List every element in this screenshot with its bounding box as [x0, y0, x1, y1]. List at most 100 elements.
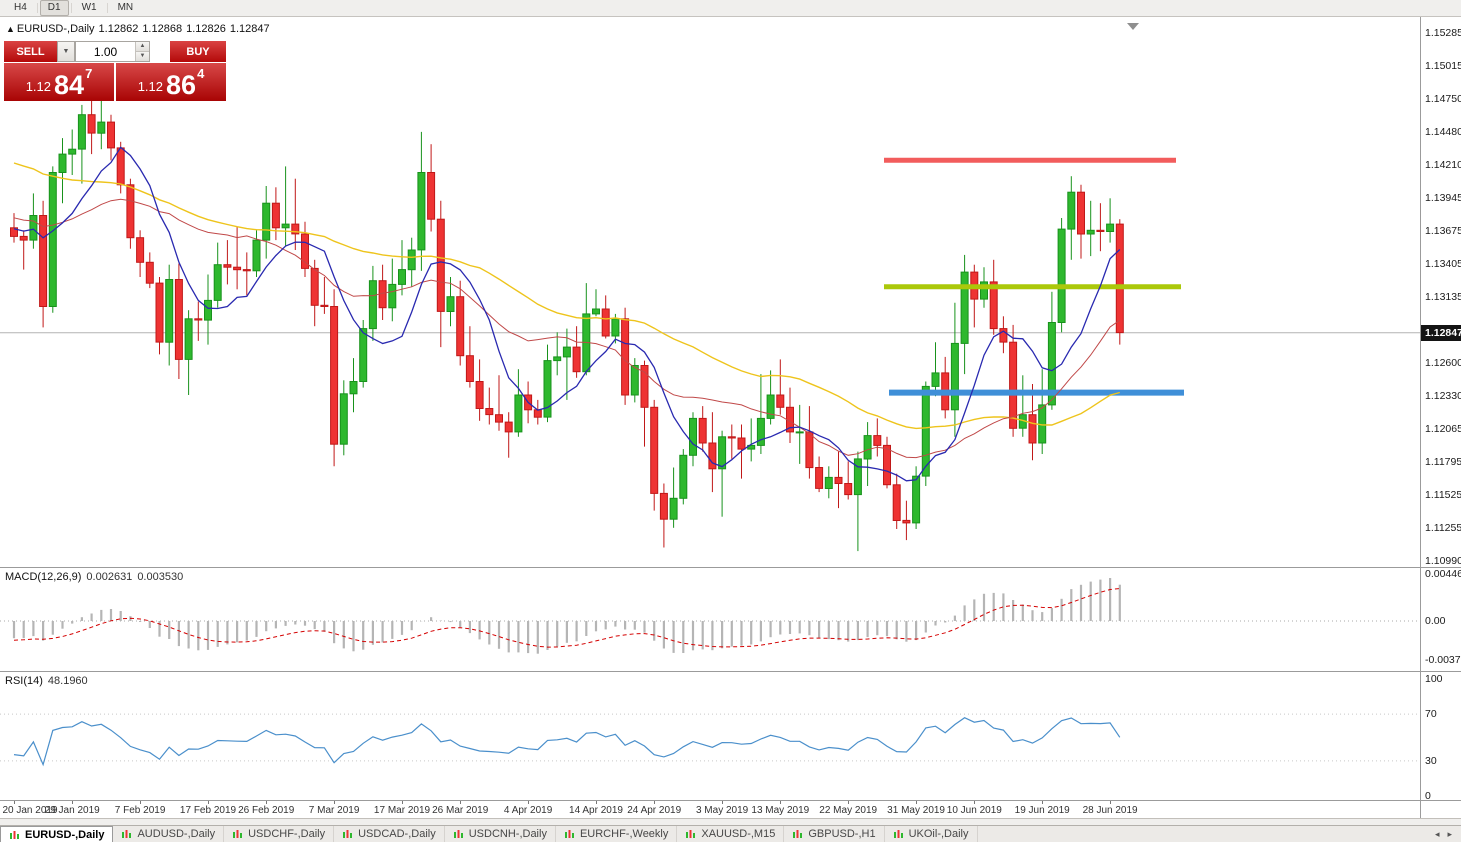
chart-tabs-bar: EURUSD-,Daily AUDUSD-,Daily USDCHF-,Daily U… — [0, 825, 1461, 842]
price-axis-label: 1.11795 — [1425, 456, 1461, 469]
price-axis-label: 1.13405 — [1425, 258, 1461, 271]
date-tick — [528, 801, 530, 804]
chart-tab-label: UKOil-,Daily — [908, 828, 969, 840]
volume-input[interactable] — [76, 42, 135, 61]
volume-decrement-button[interactable]: ▼ — [136, 51, 149, 61]
macd-chart[interactable] — [0, 568, 1420, 671]
chart-icon — [453, 829, 465, 839]
chart-tab-label: GBPUSD-,H1 — [808, 828, 876, 840]
timeframe-toolbar: H4 D1 W1 MN — [0, 0, 1461, 17]
tick-direction-up-icon: ▲ — [6, 24, 15, 34]
date-tick — [140, 801, 142, 804]
date-axis-label: 10 Jun 2019 — [946, 805, 1002, 816]
date-axis-label: 17 Feb 2019 — [179, 805, 237, 816]
timeframe-button-mn[interactable]: MN — [117, 2, 134, 13]
macd-header: MACD(12,26,9) 0.002631 0.003530 — [5, 571, 183, 583]
bar-open-value: 1.12862 — [98, 23, 139, 35]
date-axis-label: 7 Mar 2019 — [308, 805, 360, 816]
macd-signal-value: 0.003530 — [137, 571, 184, 583]
chart-tab-gbpusd-h1[interactable]: GBPUSD-,H1 — [784, 826, 885, 842]
sell-price-tile[interactable]: 1.12 84 7 — [4, 63, 114, 101]
date-tick — [654, 801, 656, 804]
sell-price-pipette: 7 — [85, 66, 93, 81]
bar-close-value: 1.12847 — [229, 23, 270, 35]
rsi-chart[interactable] — [0, 672, 1420, 800]
date-tick — [402, 801, 403, 804]
date-axis-label: 29 Jan 2019 — [44, 805, 100, 816]
macd-pane[interactable]: MACD(12,26,9) 0.002631 0.003530 — [0, 567, 1420, 671]
chart-icon — [792, 829, 804, 839]
price-axis[interactable]: 1.15285 1.15015 1.14750 1.14480 1.14210 1.139… — [1420, 17, 1461, 567]
rsi-pane[interactable]: RSI(14) 48.1960 — [0, 671, 1420, 800]
rsi-axis-label: 70 — [1425, 708, 1437, 721]
rsi-value: 48.1960 — [47, 675, 88, 687]
price-axis-label: 1.11255 — [1425, 522, 1461, 535]
candlestick-chart[interactable] — [0, 17, 1420, 567]
one-click-trading-panel: SELL ▼ ▲ ▼ BUY 1.12847 — [4, 41, 226, 101]
date-tick — [460, 801, 462, 804]
date-tick — [596, 801, 597, 804]
toolbar-separator — [36, 3, 38, 13]
chart-tab-ukoil-daily[interactable]: UKOil-,Daily — [885, 826, 978, 842]
macd-axis-label: -0.003715 — [1425, 654, 1461, 667]
chart-tab-eurchf-weekly[interactable]: EURCHF-,Weekly — [556, 826, 678, 842]
price-axis-label: 1.11525 — [1425, 489, 1461, 502]
sell-price-prefix: 1.12 — [25, 79, 52, 94]
date-tick — [208, 801, 209, 804]
macd-axis: 0.004465 0.00 -0.003715 — [1420, 567, 1461, 671]
price-axis-label: 1.15285 — [1425, 26, 1461, 39]
macd-main-value: 0.002631 — [86, 571, 133, 583]
volume-steppers: ▲ ▼ — [135, 42, 149, 61]
macd-axis-label: 0.00 — [1425, 615, 1446, 627]
buy-price-pipette: 4 — [197, 66, 205, 81]
chart-tab-usdchf-daily[interactable]: USDCHF-,Daily — [224, 826, 335, 842]
date-tick — [974, 801, 976, 804]
macd-axis-label: 0.004465 — [1425, 568, 1461, 580]
axis-corner — [1420, 800, 1461, 818]
chart-tab-label: USDCHF-,Daily — [248, 828, 326, 840]
tabs-scroll-right-button[interactable]: ▸ — [1447, 828, 1452, 839]
bar-low-value: 1.12826 — [186, 23, 226, 35]
tabs-scroll-left-button[interactable]: ◂ — [1434, 828, 1440, 839]
date-tick — [266, 801, 268, 804]
chart-tab-eurusd-daily[interactable]: EURUSD-,Daily — [0, 826, 114, 842]
chart-ohlc-header: ▲ EURUSD-,Daily 1.12862 1.12868 1.12826 1.128… — [6, 23, 274, 35]
date-axis-label: 19 Jun 2019 — [1014, 805, 1070, 816]
date-axis-label: 13 May 2019 — [751, 805, 810, 816]
sell-button[interactable]: SELL — [4, 41, 57, 62]
chart-icon — [685, 829, 697, 839]
date-tick — [780, 801, 782, 804]
volume-dropdown-button[interactable]: ▼ — [57, 41, 75, 62]
price-axis-label: 1.12065 — [1425, 422, 1461, 435]
date-axis-label: 17 Mar 2019 — [373, 805, 431, 816]
chart-tab-usdcad-daily[interactable]: USDCAD-,Daily — [334, 826, 445, 842]
timeframe-button-d1[interactable]: D1 — [39, 0, 69, 16]
date-axis-label: 26 Mar 2019 — [432, 805, 489, 816]
timeframe-button-w1[interactable]: W1 — [81, 2, 97, 13]
buy-price-tile[interactable]: 1.12 86 4 — [116, 63, 226, 101]
horizontal-scrollbar[interactable] — [0, 818, 1461, 825]
date-tick — [1042, 801, 1044, 804]
volume-increment-button[interactable]: ▲ — [136, 42, 149, 51]
price-axis-label: 1.14480 — [1425, 125, 1461, 138]
main-chart-pane[interactable]: ▲ EURUSD-,Daily 1.12862 1.12868 1.12826 1.128… — [0, 17, 1420, 567]
chart-tab-audusd-daily[interactable]: AUDUSD-,Daily — [113, 826, 225, 842]
toolbar-separator — [106, 3, 108, 13]
chart-tab-usdcnh-daily[interactable]: USDCNH-,Daily — [445, 826, 556, 842]
price-axis-label: 1.12330 — [1425, 390, 1461, 403]
price-axis-label: 1.13945 — [1425, 191, 1461, 204]
date-axis[interactable]: 20 Jan 2019 29 Jan 2019 7 Feb 2019 17 Feb 2… — [0, 800, 1420, 818]
toolbar-separator — [70, 3, 72, 13]
date-axis-label: 7 Feb 2019 — [114, 805, 166, 816]
chart-tab-xauusd-m15[interactable]: XAUUSD-,M15 — [677, 826, 785, 842]
price-axis-label: 1.14750 — [1425, 92, 1461, 105]
price-axis-label: 1.13675 — [1425, 224, 1461, 237]
chart-tab-label: USDCAD-,Daily — [358, 828, 436, 840]
tabs-scroll-controls: ◂ ▸ — [1426, 826, 1461, 842]
buy-button[interactable]: BUY — [170, 41, 226, 62]
price-axis-label: 1.13135 — [1425, 291, 1461, 304]
date-tick — [916, 801, 918, 804]
timeframe-button-h4[interactable]: H4 — [14, 2, 27, 13]
date-axis-label: 22 May 2019 — [819, 805, 878, 816]
date-axis-label: 14 Apr 2019 — [569, 805, 623, 816]
